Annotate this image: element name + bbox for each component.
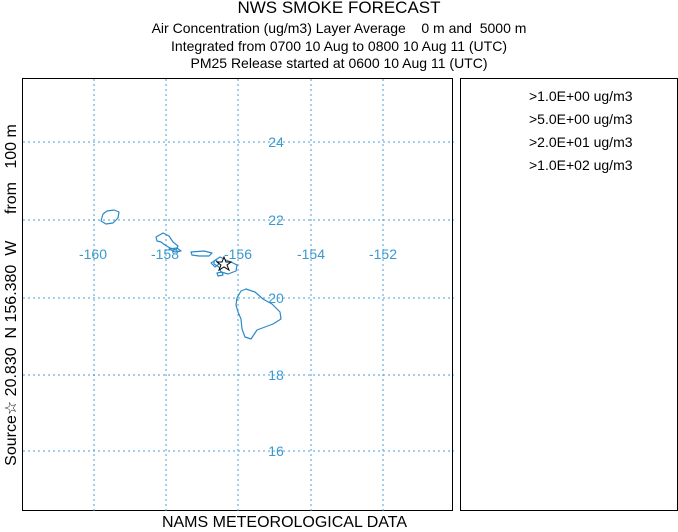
lat-label-22: 22 — [268, 212, 284, 228]
legend-item-1: >1.0E+00 ug/m3 — [529, 88, 633, 104]
lon-label-160: -160 — [79, 246, 107, 262]
legend-panel: >1.0E+00 ug/m3 >5.0E+00 ug/m3 >2.0E+01 u… — [460, 78, 678, 511]
lat-label-18: 18 — [268, 367, 284, 383]
legend-item-2: >5.0E+00 ug/m3 — [529, 111, 633, 127]
coastline-oahu — [155, 232, 179, 251]
coastline-big-island — [235, 288, 282, 340]
source-star-icon — [215, 255, 233, 272]
map-panel: -160 -158 -156 -154 -152 24 22 20 18 16 — [22, 78, 454, 512]
release-info: PM25 Release started at 0600 10 Aug 11 (… — [190, 55, 488, 71]
lat-label-24: 24 — [268, 134, 284, 150]
lon-label-156: -156 — [224, 246, 252, 262]
lon-label-154: -154 — [297, 246, 325, 262]
legend-item-4: >1.0E+02 ug/m3 — [529, 157, 633, 173]
coastline-molokai — [190, 250, 213, 257]
source-location-text: Source☆ 20.830 N 156.380 W from 100 m — [3, 123, 20, 466]
legend-item-3: >2.0E+01 ug/m3 — [529, 134, 633, 150]
map-svg: -160 -158 -156 -154 -152 24 22 20 18 16 — [23, 79, 454, 512]
concentration-subtitle: Air Concentration (ug/m3) Layer Average … — [151, 20, 527, 36]
forecast-title: NWS SMOKE FORECAST — [237, 0, 441, 17]
meteorological-data-label: NAMS METEOROLOGICAL DATA — [161, 514, 408, 531]
lat-label-20: 20 — [268, 290, 284, 306]
coastline-kauai — [100, 209, 120, 225]
coastline-oahu-west-point — [168, 247, 182, 253]
coastline-kahoolawe — [216, 271, 224, 277]
source-location-label: Source☆ 20.830 N 156.380 W from 100 m — [0, 78, 22, 511]
lon-label-152: -152 — [369, 246, 397, 262]
lat-label-16: 16 — [268, 443, 284, 459]
integration-period: Integrated from 0700 10 Aug to 0800 10 A… — [171, 38, 507, 54]
